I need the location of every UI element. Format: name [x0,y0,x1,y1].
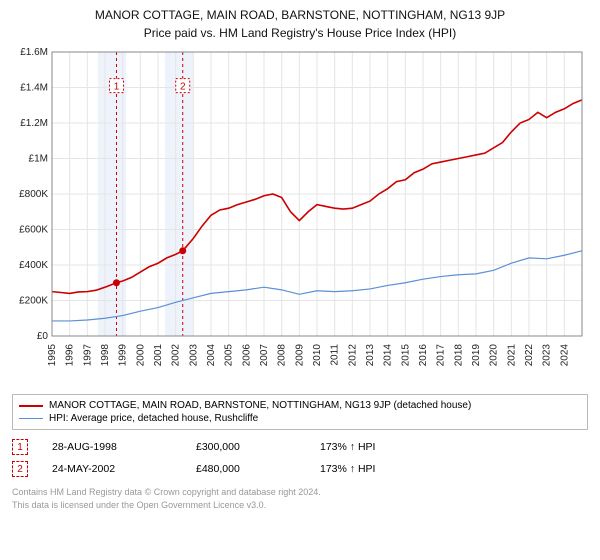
legend-label: MANOR COTTAGE, MAIN ROAD, BARNSTONE, NOT… [49,400,471,411]
svg-text:2000: 2000 [135,344,146,367]
sales-table: 1 28-AUG-1998 £300,000 173% ↑ HPI 2 24-MAY-20… [12,436,588,480]
chart-title-block: MANOR COTTAGE, MAIN ROAD, BARNSTONE, NOT… [8,8,592,40]
svg-text:2001: 2001 [153,344,164,367]
sale-delta: 173% ↑ HPI [320,463,375,475]
svg-text:£600K: £600K [19,225,48,236]
chart-subtitle: Price paid vs. HM Land Registry's House … [8,26,592,40]
legend-swatch [19,418,43,419]
legend-swatch [19,405,43,407]
svg-text:2021: 2021 [506,344,517,367]
svg-text:2019: 2019 [471,344,482,367]
svg-text:2023: 2023 [542,344,553,367]
svg-text:2009: 2009 [294,344,305,367]
sale-price: £300,000 [196,441,296,453]
svg-text:2017: 2017 [436,344,447,367]
svg-text:£400K: £400K [19,260,48,271]
svg-text:1995: 1995 [47,344,58,367]
chart-title: MANOR COTTAGE, MAIN ROAD, BARNSTONE, NOT… [8,8,592,22]
svg-text:2016: 2016 [418,344,429,367]
svg-text:2012: 2012 [347,344,358,367]
legend-item: HPI: Average price, detached house, Rush… [19,412,581,425]
svg-text:£1.2M: £1.2M [20,118,48,129]
svg-text:2011: 2011 [330,344,341,366]
svg-text:2002: 2002 [171,344,182,367]
svg-text:£1.4M: £1.4M [20,83,48,94]
svg-text:2008: 2008 [277,344,288,367]
chart-area: £0 £200K £400K £600K £800K £1M £1.2M £1.4M £1.6M… [10,46,590,386]
svg-text:1996: 1996 [65,344,76,367]
footer-attribution: Contains HM Land Registry data © Crown c… [12,486,588,511]
svg-text:2007: 2007 [259,344,270,367]
sale-price: £480,000 [196,463,296,475]
sale-marker-icon: 1 [12,439,28,455]
svg-text:2022: 2022 [524,344,535,367]
sale-row: 2 24-MAY-2002 £480,000 173% ↑ HPI [12,458,588,480]
svg-text:£200K: £200K [19,296,48,307]
svg-text:1: 1 [114,82,120,93]
footer-line: Contains HM Land Registry data © Crown c… [12,486,588,499]
svg-text:2014: 2014 [383,344,394,367]
svg-text:£1M: £1M [29,154,48,165]
svg-text:2013: 2013 [365,344,376,367]
svg-text:2024: 2024 [559,344,570,367]
sale-date: 28-AUG-1998 [52,441,172,453]
svg-text:2015: 2015 [400,344,411,367]
sale-date: 24-MAY-2002 [52,463,172,475]
sale-marker-icon: 2 [12,461,28,477]
svg-text:1999: 1999 [118,344,129,367]
svg-text:2010: 2010 [312,344,323,367]
footer-line: This data is licensed under the Open Gov… [12,499,588,512]
svg-text:£0: £0 [37,331,49,342]
svg-text:£1.6M: £1.6M [20,47,48,58]
legend: MANOR COTTAGE, MAIN ROAD, BARNSTONE, NOT… [12,394,588,430]
svg-text:2003: 2003 [188,344,199,367]
svg-text:2005: 2005 [224,344,235,367]
svg-text:2018: 2018 [453,344,464,367]
line-chart-svg: £0 £200K £400K £600K £800K £1M £1.2M £1.4M £1.6M… [10,46,590,386]
svg-text:2004: 2004 [206,344,217,367]
legend-item: MANOR COTTAGE, MAIN ROAD, BARNSTONE, NOT… [19,399,581,412]
sale-row: 1 28-AUG-1998 £300,000 173% ↑ HPI [12,436,588,458]
svg-text:2006: 2006 [241,344,252,367]
svg-text:2: 2 [180,82,186,93]
svg-text:£800K: £800K [19,189,48,200]
svg-text:2020: 2020 [489,344,500,367]
sale-delta: 173% ↑ HPI [320,441,375,453]
legend-label: HPI: Average price, detached house, Rush… [49,413,258,424]
svg-text:1998: 1998 [100,344,111,367]
svg-text:1997: 1997 [82,344,93,367]
